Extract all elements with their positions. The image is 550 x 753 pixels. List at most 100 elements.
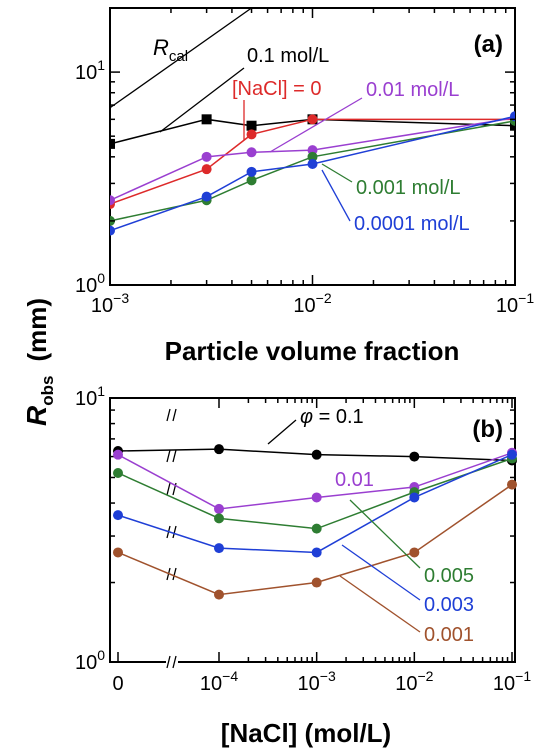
- panel-a-annotation-leader: [269, 97, 363, 153]
- panel-a-point: [307, 159, 318, 170]
- panel-a-point-square: [510, 120, 515, 131]
- panel-a-ytick-label-base: 10: [75, 62, 97, 84]
- panel-a-point-square: [246, 120, 257, 131]
- panel-a-point: [201, 164, 212, 175]
- axis-break-mark: [166, 655, 178, 669]
- panel-b-xtick-label: 10−1: [493, 668, 531, 695]
- panel-b-xtick-label-base: 10: [200, 673, 222, 695]
- panel-b-point: [311, 547, 322, 558]
- panel-b-ytick-label-exp: 1: [97, 383, 105, 399]
- panel-a-point: [246, 147, 257, 158]
- panel-b-ytick-label-base: 10: [75, 652, 97, 674]
- panel-b-point: [214, 444, 224, 455]
- panel-b-xtick-label-base: 10: [298, 673, 320, 695]
- panel-a-point-square: [110, 138, 115, 149]
- panel-b-point: [311, 449, 322, 460]
- panel-b-annotation-leader: [349, 499, 421, 569]
- panel-b-xtick-label-exp: −2: [417, 668, 433, 684]
- panel-b-point: [113, 547, 123, 558]
- panel-b-point: [311, 492, 322, 503]
- panel-b-xtick-label-base: 10: [395, 673, 417, 695]
- panel-b-point: [214, 589, 224, 600]
- axis-break-slash: [166, 408, 177, 422]
- panel-a-xtick-label-exp: −1: [518, 290, 534, 306]
- panel-b-annotation: φ = 0.1: [300, 406, 364, 428]
- panel-b-label: (b): [472, 416, 503, 443]
- panel-a-point: [110, 225, 115, 236]
- panel-b-xtick-label-base: 0: [112, 673, 123, 695]
- panel-b-annotation: 0.003: [424, 594, 474, 616]
- panel-a-point: [307, 151, 318, 162]
- panel-b-ytick-label-exp: 0: [97, 647, 105, 663]
- panel-b-point: [113, 467, 123, 478]
- panel-a-annotation-leader: [321, 163, 353, 183]
- panel-a-xtick-label-exp: −3: [113, 290, 129, 306]
- shared-ylabel-main: R: [21, 405, 52, 426]
- panel-b-point: [409, 451, 420, 462]
- panel-b-point: [507, 479, 517, 490]
- panel-b-point: [214, 513, 224, 524]
- rcal-label: Rcal: [153, 35, 188, 65]
- panel-b-point: [311, 577, 322, 588]
- panel-b-annotation-leader: [341, 544, 421, 601]
- panel-a-point: [201, 191, 212, 202]
- panel-a-ytick-label: 101: [75, 57, 105, 84]
- panel-a-point-square: [201, 114, 212, 125]
- panel-b-xtick-label-exp: −1: [515, 668, 531, 684]
- panel-a-annotation: 0.01 mol/L: [366, 79, 459, 101]
- panel-b-point: [113, 449, 123, 460]
- axis-break-slash: [166, 449, 177, 463]
- panel-a-annotation-leader: [321, 169, 351, 222]
- panel-a-xlabel: Particle volume fraction: [165, 336, 460, 366]
- panel-b-xtick-label-base: 10: [493, 673, 515, 695]
- rcal-label-sub: cal: [169, 48, 188, 65]
- panel-b-annotation: 0.01: [335, 469, 374, 491]
- panel-b-xtick-label: 10−2: [395, 668, 433, 695]
- axis-break-mark: [166, 408, 178, 422]
- panel-b-point: [113, 510, 123, 521]
- rcal-label-main: R: [153, 35, 169, 60]
- panel-b-xlabel: [NaCl] (mol/L): [221, 718, 391, 748]
- panel-a-xtick-label-exp: −2: [316, 290, 332, 306]
- panel-b-point: [214, 503, 224, 514]
- panel-a-ytick-label-exp: 0: [97, 270, 105, 286]
- rcal-line: [110, 8, 252, 109]
- shared-ylabel-unit: (mm): [22, 298, 52, 362]
- panel-a-plot: [110, 8, 515, 236]
- shared-ylabel: Robs (mm): [21, 298, 57, 426]
- phi-value: = 0.1: [313, 406, 364, 428]
- panel-b-point: [214, 543, 224, 554]
- panel-b-ytick-label-base: 10: [75, 388, 97, 410]
- panel-a-point: [246, 175, 257, 186]
- panel-b-point: [409, 492, 420, 503]
- axis-break-mark: [166, 449, 178, 463]
- panel-b-annotation-leader: [267, 419, 297, 445]
- panel-b-ytick-label: 101: [75, 383, 105, 410]
- panel-b-annotation: 0.005: [424, 565, 474, 587]
- panel-b-xtick-label: 10−4: [200, 668, 238, 695]
- panel-a-point: [246, 166, 257, 177]
- panel-a-annotation: 0.001 mol/L: [356, 177, 461, 199]
- panel-a-xtick-label-base: 10: [91, 295, 113, 317]
- panel-b-point: [507, 449, 517, 460]
- panel-a-annotation-leader: [159, 67, 245, 133]
- panel-b-point: [409, 547, 420, 558]
- panel-a-annotation: 0.0001 mol/L: [354, 213, 470, 235]
- panel-a-xtick-label: 10−3: [91, 290, 129, 317]
- panel-a-ytick-label-base: 10: [75, 275, 97, 297]
- panel-b-xtick-label: 10−3: [298, 668, 336, 695]
- panel-a-xtick-label: 10−2: [293, 290, 331, 317]
- axis-break-slash: [166, 655, 177, 669]
- panel-b-annotation-leader: [339, 575, 421, 633]
- panel-b-xtick-label-exp: −4: [222, 668, 238, 684]
- panel-a-point: [201, 151, 212, 162]
- shared-ylabel-sub: obs: [38, 376, 57, 406]
- panel-b-annotation: 0.001: [424, 624, 474, 646]
- panel-a-series-line: [110, 120, 515, 222]
- phi-symbol: φ: [300, 406, 313, 428]
- panel-a-xtick-label-base: 10: [293, 295, 315, 317]
- panel-a-xtick-label-base: 10: [496, 295, 518, 317]
- panel-a-xtick-label: 10−1: [496, 290, 534, 317]
- panel-a-annotation: 0.1 mol/L: [247, 45, 329, 67]
